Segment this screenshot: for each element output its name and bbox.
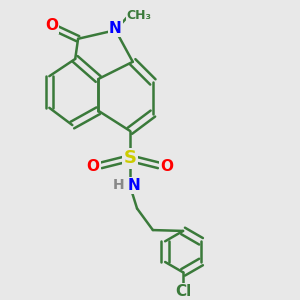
Text: O: O — [86, 159, 100, 174]
Text: N: N — [128, 178, 141, 193]
Text: CH₃: CH₃ — [127, 9, 152, 22]
Text: N: N — [109, 21, 122, 36]
Text: H: H — [113, 178, 125, 193]
Text: O: O — [160, 159, 173, 174]
Text: O: O — [45, 18, 58, 33]
Text: Cl: Cl — [175, 284, 191, 299]
Text: S: S — [123, 149, 136, 167]
